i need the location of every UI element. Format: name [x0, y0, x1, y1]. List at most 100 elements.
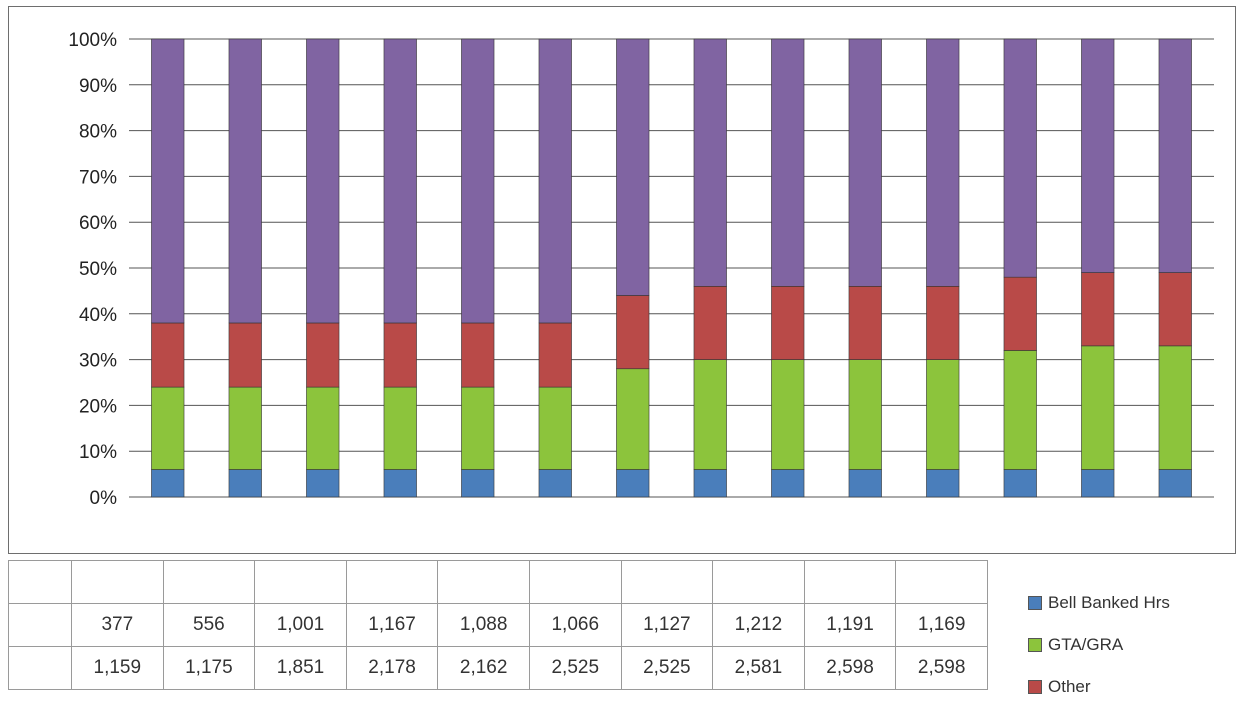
table-cell: 1,175 — [162, 646, 256, 690]
bar-segment-series-1-category-9 — [848, 359, 882, 470]
bar-segment-series-0-category-12 — [1081, 469, 1115, 498]
bar-segment-series-2-category-0 — [151, 322, 185, 388]
bar-segment-series-1-category-10 — [926, 359, 960, 470]
bar-segment-series-0-category-5 — [538, 469, 572, 498]
bar-segment-series-0-category-2 — [306, 469, 340, 498]
bar-segment-series-3-category-5 — [538, 38, 572, 324]
table-cell — [712, 560, 805, 604]
bar-segment-series-3-category-12 — [1081, 38, 1115, 273]
bar-segment-series-1-category-8 — [771, 359, 805, 470]
y-tick-label: 0% — [90, 488, 118, 509]
table-cell: 1,001 — [254, 603, 347, 647]
y-tick-label: 50% — [79, 259, 117, 280]
table-cell: 2,162 — [437, 646, 530, 690]
bar-series — [151, 38, 1192, 498]
table-cell — [71, 560, 164, 604]
bar-segment-series-2-category-9 — [848, 286, 882, 360]
bar-segment-series-3-category-2 — [306, 38, 340, 324]
legend-item: Bell Banked Hrs — [1028, 582, 1233, 624]
bar-segment-series-3-category-1 — [228, 38, 262, 324]
bar-segment-series-1-category-5 — [538, 386, 572, 470]
bar-segment-series-2-category-6 — [616, 295, 650, 370]
legend-item: Other — [1028, 666, 1233, 708]
table-cell — [528, 560, 622, 604]
y-tick-label: 80% — [79, 122, 117, 143]
bar-segment-series-3-category-4 — [461, 38, 495, 324]
table-cell: 1,159 — [71, 646, 164, 690]
table-cell: 1,851 — [254, 646, 347, 690]
row-label — [8, 646, 72, 690]
legend-label: Other — [1048, 677, 1091, 696]
table-row: 1,159 1,175 1,851 2,178 2,162 2,525 2,525 2,581… — [8, 646, 988, 690]
table-cell: 1,212 — [712, 603, 805, 647]
legend-label: GTA/GRA — [1048, 635, 1124, 654]
bar-segment-series-2-category-4 — [461, 322, 495, 388]
bar-segment-series-0-category-11 — [1003, 469, 1037, 498]
row-label — [8, 560, 72, 604]
table-cell: 2,525 — [528, 646, 622, 690]
table-cell — [254, 560, 347, 604]
bar-segment-series-3-category-9 — [848, 38, 882, 287]
legend-swatch — [1028, 638, 1042, 652]
y-tick-label: 100% — [68, 30, 117, 51]
bar-segment-series-1-category-1 — [228, 386, 262, 470]
y-tick-label: 30% — [79, 351, 117, 372]
bar-segment-series-0-category-9 — [848, 469, 882, 498]
bar-segment-series-2-category-12 — [1081, 272, 1115, 347]
y-tick-label: 40% — [79, 305, 117, 326]
bar-segment-series-2-category-13 — [1158, 272, 1192, 347]
bar-segment-series-2-category-11 — [1003, 276, 1037, 351]
table-cell: 1,127 — [620, 603, 714, 647]
bar-segment-series-3-category-13 — [1158, 38, 1192, 273]
table-cell: 1,088 — [437, 603, 530, 647]
table-row — [8, 560, 988, 604]
table-row: 377 556 1,001 1,167 1,088 1,066 1,127 1,212 1,19… — [8, 603, 988, 647]
table-cell: 1,169 — [895, 603, 988, 647]
bar-segment-series-2-category-10 — [926, 286, 960, 360]
bar-segment-series-1-category-11 — [1003, 350, 1037, 470]
table-cell: 2,598 — [803, 646, 897, 690]
bar-segment-series-1-category-6 — [616, 368, 650, 470]
data-table-area: 377 556 1,001 1,167 1,088 1,066 1,127 1,212 1,19… — [8, 560, 1236, 696]
bar-segment-series-2-category-2 — [306, 322, 340, 388]
bar-segment-series-2-category-3 — [383, 322, 417, 388]
bar-segment-series-0-category-0 — [151, 469, 185, 498]
bar-segment-series-0-category-10 — [926, 469, 960, 498]
table-cell — [803, 560, 897, 604]
data-table: 377 556 1,001 1,167 1,088 1,066 1,127 1,212 1,19… — [8, 560, 988, 690]
table-cell: 1,191 — [803, 603, 897, 647]
bar-segment-series-0-category-1 — [228, 469, 262, 498]
bar-segment-series-1-category-3 — [383, 386, 417, 470]
table-cell: 2,598 — [895, 646, 988, 690]
bar-segment-series-3-category-10 — [926, 38, 960, 287]
bar-segment-series-0-category-3 — [383, 469, 417, 498]
table-cell: 2,525 — [620, 646, 714, 690]
y-tick-label: 90% — [79, 76, 117, 97]
legend-item: GTA/GRA — [1028, 624, 1233, 666]
bar-segment-series-2-category-7 — [693, 286, 727, 360]
bar-segment-series-0-category-8 — [771, 469, 805, 498]
table-cell: 2,581 — [712, 646, 805, 690]
bar-segment-series-1-category-7 — [693, 359, 727, 470]
bar-segment-series-2-category-8 — [771, 286, 805, 360]
y-axis-tick-labels: 100% 90% 80% 70% 60% 50% 40% 30% 20% 10% 0% — [68, 30, 117, 509]
table-cell — [437, 560, 530, 604]
bar-segment-series-1-category-0 — [151, 386, 185, 470]
legend-label: Bell Banked Hrs — [1048, 593, 1170, 612]
bar-segment-series-1-category-4 — [461, 386, 495, 470]
row-label — [8, 603, 72, 647]
table-cell — [345, 560, 439, 604]
table-cell: 377 — [71, 603, 164, 647]
bar-segment-series-0-category-7 — [693, 469, 727, 498]
y-tick-label: 70% — [79, 167, 117, 188]
bar-segment-series-3-category-0 — [151, 38, 185, 324]
y-tick-label: 10% — [79, 442, 117, 463]
table-cell — [162, 560, 256, 604]
stacked-bar-chart: 100% 90% 80% 70% 60% 50% 40% 30% 20% 10% 0% — [68, 30, 1214, 509]
bar-segment-series-0-category-13 — [1158, 469, 1192, 498]
bar-segment-series-1-category-12 — [1081, 345, 1115, 470]
bar-segment-series-2-category-1 — [228, 322, 262, 388]
table-cell: 2,178 — [345, 646, 439, 690]
bar-segment-series-0-category-4 — [461, 469, 495, 498]
legend: Bell Banked Hrs GTA/GRA Other — [1028, 582, 1233, 708]
